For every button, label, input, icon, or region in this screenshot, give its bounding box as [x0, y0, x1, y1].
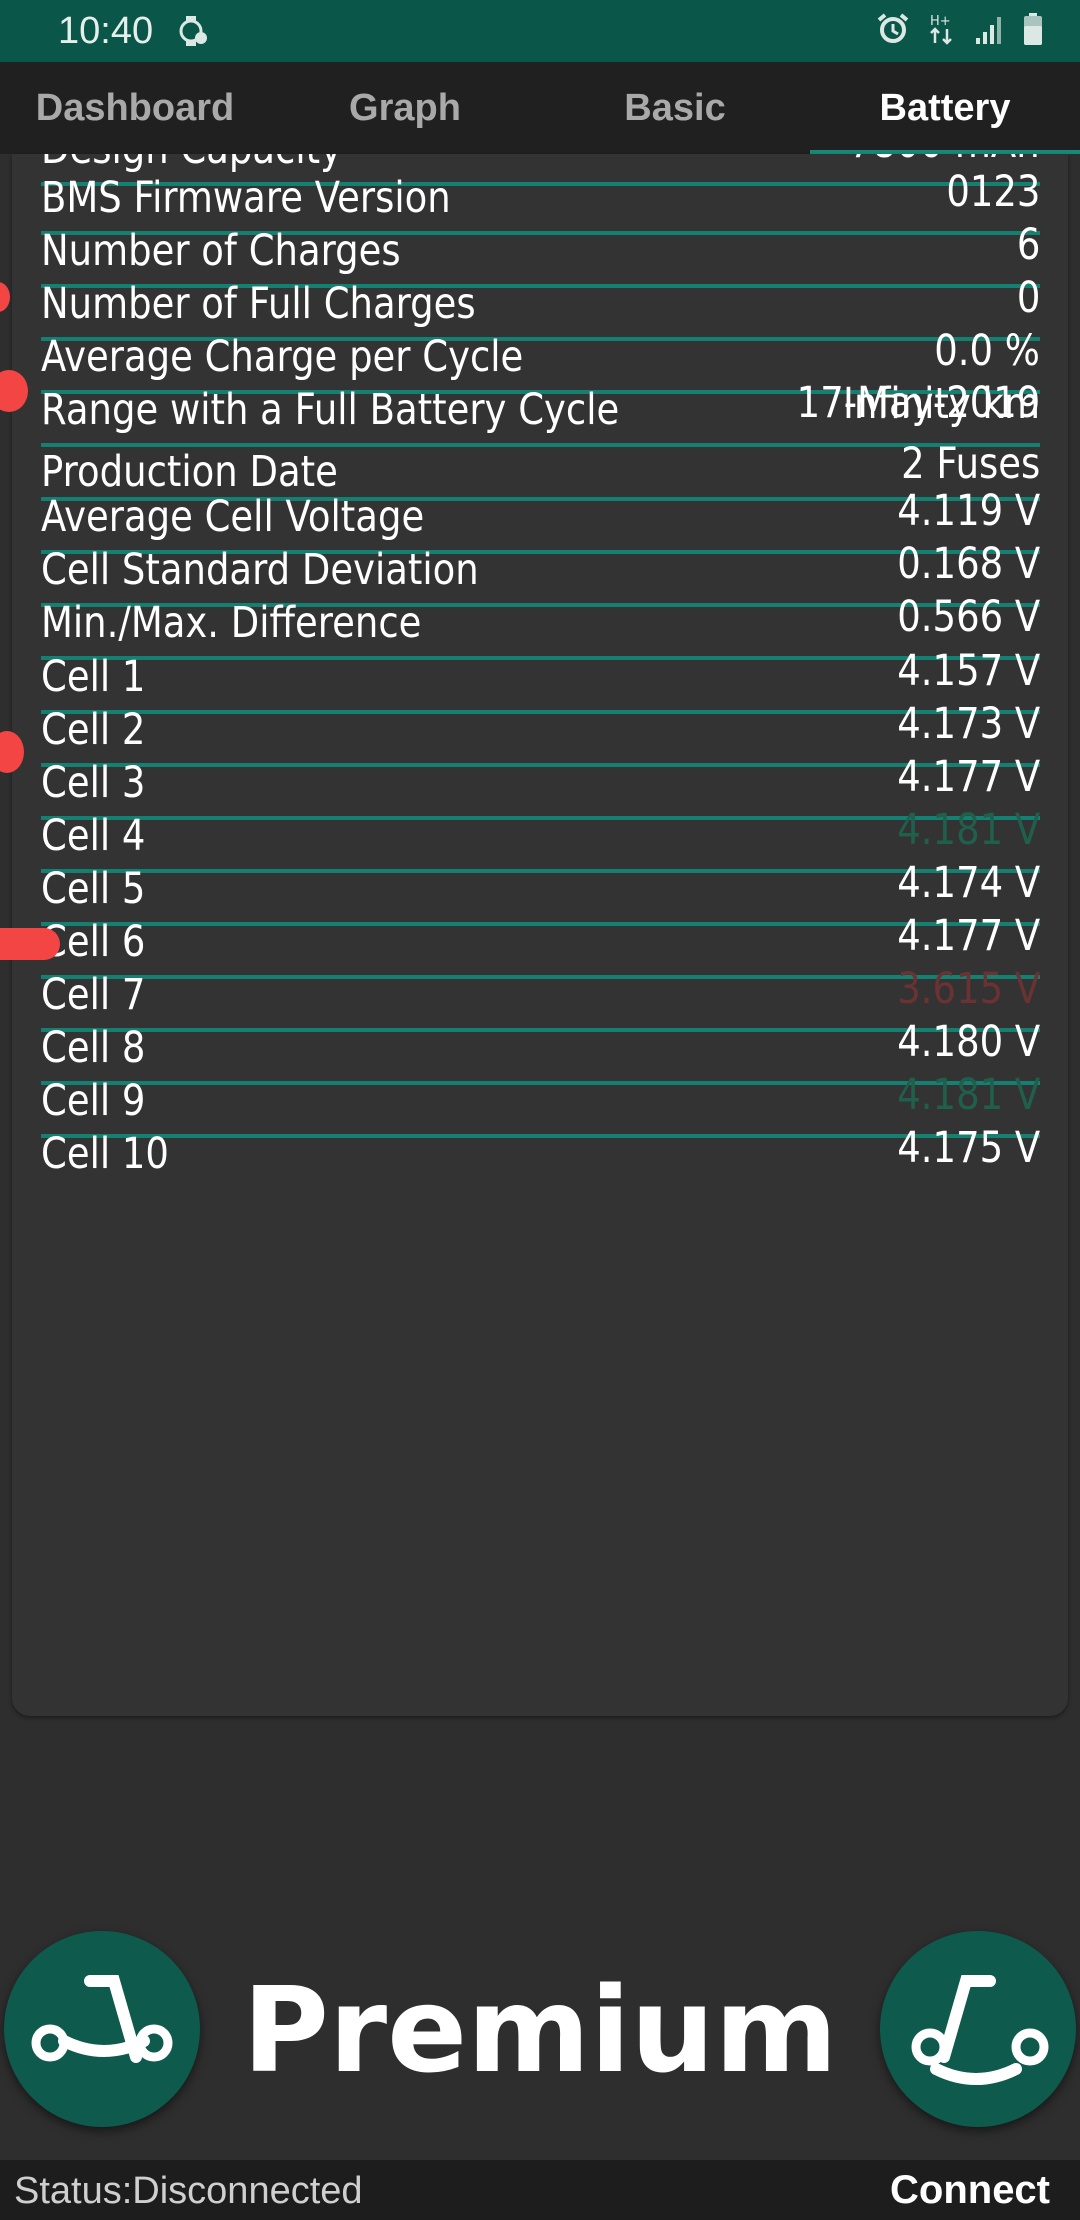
row-value: 0.0 %	[934, 326, 1040, 376]
row-value: 4.177 V	[897, 752, 1040, 802]
scooter-icon	[31, 1975, 173, 2063]
row-cell-3: Cell 3 4.177 V	[41, 752, 1040, 820]
row-label: Cell 4	[41, 811, 146, 861]
tab-dashboard[interactable]: Dashboard	[35, 86, 235, 129]
scooter-button-right[interactable]	[880, 1931, 1076, 2127]
tab-battery[interactable]: Battery	[810, 62, 1080, 154]
row-cell-4: Cell 4 4.181 V	[41, 805, 1040, 873]
tab-bar: Dashboard Graph Basic Battery	[0, 62, 1080, 154]
row-value: 4.119 V	[897, 486, 1040, 536]
row-number-of-charges: Number of Charges 6	[41, 220, 1040, 288]
row-label: Cell 1	[41, 652, 146, 702]
red-marker	[0, 282, 10, 312]
row-label: Cell 3	[41, 758, 146, 808]
row-value: 7800 mAh	[849, 154, 1040, 174]
row-value: 4.177 V	[897, 911, 1040, 961]
alarm-icon	[877, 13, 909, 43]
row-value: Infinity km	[843, 379, 1040, 429]
red-marker	[0, 928, 60, 960]
row-number-of-full-charges: Number of Full Charges 0	[41, 273, 1040, 341]
row-value-min: 3.615 V	[897, 964, 1040, 1014]
row-range-full-cycle: Range with a Full Battery Cycle Infinity…	[41, 379, 1040, 447]
row-cell-std-deviation: Cell Standard Deviation 0.168 V	[41, 539, 1040, 607]
row-label: Cell 8	[41, 1023, 146, 1073]
signal-icon	[976, 17, 1001, 44]
row-average-charge-per-cycle: Average Charge per Cycle 0.0 %	[41, 326, 1040, 394]
status-icons: H+	[876, 12, 1044, 46]
row-label: Average Charge per Cycle	[41, 332, 524, 382]
row-bms-firmware: BMS Firmware Version 0123	[41, 167, 1040, 235]
scooter-icon	[911, 1975, 1049, 2085]
row-cell-6: Cell 6 4.177 V	[41, 911, 1040, 979]
row-cell-5: Cell 5 4.174 V	[41, 858, 1040, 926]
connection-status: Status:Disconnected	[14, 2170, 363, 2212]
row-cell-9: Cell 9 4.181 V	[41, 1070, 1040, 1138]
status-time: 10:40	[58, 10, 154, 52]
row-value: 4.173 V	[897, 699, 1040, 749]
row-label: Average Cell Voltage	[41, 492, 425, 542]
watch-icon	[179, 16, 207, 46]
row-label: Number of Charges	[41, 226, 401, 276]
row-value: 0123	[945, 167, 1040, 217]
row-production-date: Production Date 17-May-2019 2 Fuses	[41, 378, 1040, 501]
row-value: 4.180 V	[897, 1017, 1040, 1067]
row-value: 17-May-2019 2 Fuses	[796, 378, 1040, 489]
row-label: Design Capacity	[41, 154, 342, 174]
row-label: Cell 2	[41, 705, 146, 755]
row-value: 0.566 V	[897, 592, 1040, 642]
row-label: Production Date	[41, 447, 338, 497]
battery-info-card[interactable]: Design Capacity 7800 mAh BMS Firmware Ve…	[12, 154, 1068, 1716]
row-cell-10: Cell 10 4.175 V	[41, 1123, 1040, 1187]
row-label: Cell 9	[41, 1076, 146, 1126]
premium-banner[interactable]: Premium	[0, 1716, 1080, 2160]
tab-graph[interactable]: Graph	[349, 86, 461, 129]
scooter-button-left[interactable]	[4, 1931, 200, 2127]
svg-text:H+: H+	[930, 14, 951, 29]
row-design-capacity: Design Capacity 7800 mAh	[41, 154, 1040, 186]
row-value: 0	[1016, 273, 1040, 323]
row-cell-8: Cell 8 4.180 V	[41, 1017, 1040, 1085]
bottom-status-bar: Status:Disconnected Connect	[0, 2160, 1080, 2220]
battery-icon	[1024, 13, 1042, 45]
row-value: 4.157 V	[897, 646, 1040, 696]
tab-basic[interactable]: Basic	[624, 86, 726, 129]
connect-button[interactable]: Connect	[890, 2168, 1050, 2212]
premium-label[interactable]: Premium	[242, 1961, 838, 2099]
row-label: Cell 10	[41, 1129, 169, 1179]
row-cell-7: Cell 7 3.615 V	[41, 964, 1040, 1032]
row-label: Min./Max. Difference	[41, 598, 422, 648]
row-min-max-difference: Min./Max. Difference 0.566 V	[41, 592, 1040, 660]
row-value: 4.174 V	[897, 858, 1040, 908]
row-value-max: 4.181 V	[897, 1070, 1040, 1120]
row-label: Range with a Full Battery Cycle	[41, 385, 620, 435]
row-cell-2: Cell 2 4.173 V	[41, 699, 1040, 767]
row-label: Number of Full Charges	[41, 279, 476, 329]
row-value-max: 4.181 V	[897, 805, 1040, 855]
row-cell-1: Cell 1 4.157 V	[41, 646, 1040, 714]
row-value: 0.168 V	[897, 539, 1040, 589]
row-average-cell-voltage: Average Cell Voltage 4.119 V	[41, 486, 1040, 554]
row-label: Cell 7	[41, 970, 146, 1020]
row-value: 4.175 V	[897, 1123, 1040, 1173]
row-label: Cell Standard Deviation	[41, 545, 479, 595]
row-label: Cell 5	[41, 864, 146, 914]
network-hplus-icon: H+	[930, 14, 952, 45]
status-bar: 10:40 H+	[0, 0, 1080, 62]
row-label: BMS Firmware Version	[41, 173, 451, 223]
row-value: 6	[1016, 220, 1040, 270]
